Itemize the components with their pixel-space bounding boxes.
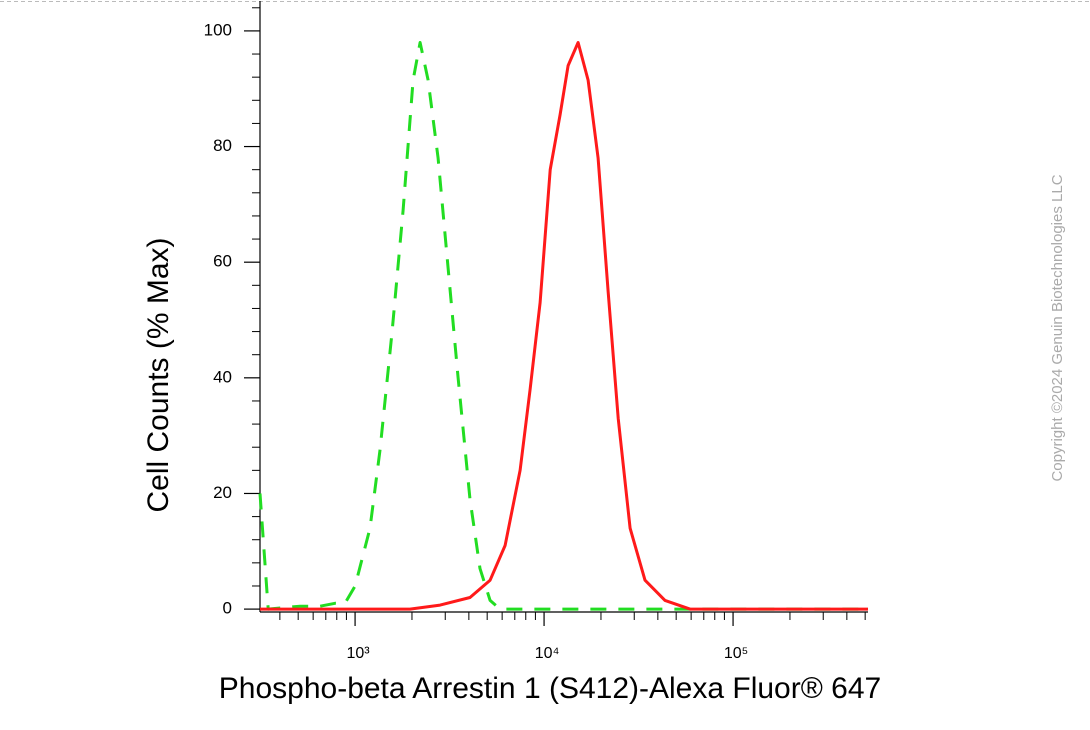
x-tick-label: 10⁵: [724, 645, 748, 662]
series-line: [258, 41, 868, 611]
y-tick-label: 20: [213, 483, 232, 502]
y-tick-label: 0: [223, 599, 232, 618]
y-tick-label: 60: [213, 252, 232, 271]
y-axis-title: Cell Counts (% Max): [142, 237, 175, 512]
x-tick-label: 10⁴: [535, 645, 560, 662]
y-tick-label: 100: [204, 20, 232, 39]
y-tick-label: 80: [213, 136, 232, 155]
x-tick-label: 10³: [347, 645, 371, 662]
series-line: [260, 41, 868, 611]
x-axis-title: Phospho-beta Arrestin 1 (S412)-Alexa Flu…: [219, 672, 881, 705]
y-tick-label: 40: [213, 367, 232, 386]
watermark: Copyright ©2024 Genuin Biotechnologies L…: [1049, 174, 1066, 481]
